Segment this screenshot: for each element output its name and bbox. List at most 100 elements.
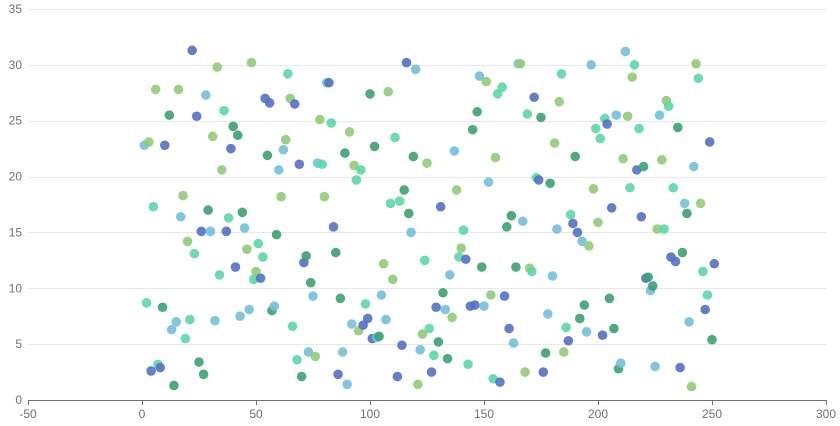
data-point[interactable] (586, 60, 596, 70)
data-point[interactable] (704, 137, 715, 147)
data-point[interactable] (545, 178, 555, 189)
data-point[interactable] (399, 185, 410, 195)
data-point[interactable] (609, 323, 619, 334)
data-point[interactable] (481, 76, 492, 87)
data-point[interactable] (164, 110, 175, 120)
data-point[interactable] (326, 118, 337, 128)
data-point[interactable] (565, 209, 576, 220)
data-point[interactable] (185, 314, 195, 325)
data-point[interactable] (559, 347, 569, 357)
data-point[interactable] (276, 191, 286, 202)
data-point[interactable] (650, 361, 660, 372)
data-point[interactable] (150, 84, 161, 95)
data-point[interactable] (675, 362, 685, 373)
data-point[interactable] (362, 313, 373, 324)
data-point[interactable] (522, 109, 533, 119)
data-point[interactable] (349, 160, 359, 171)
data-point[interactable] (210, 315, 220, 326)
data-point[interactable] (483, 177, 494, 187)
data-point[interactable] (670, 256, 681, 267)
data-point[interactable] (237, 207, 248, 218)
data-point[interactable] (228, 121, 238, 132)
data-point[interactable] (479, 301, 489, 311)
data-point[interactable] (688, 161, 699, 172)
data-point[interactable] (549, 138, 560, 148)
data-point[interactable] (255, 273, 266, 284)
data-point[interactable] (424, 323, 435, 334)
data-point[interactable] (203, 205, 213, 215)
data-point[interactable] (331, 247, 341, 258)
data-point[interactable] (647, 281, 658, 291)
data-point[interactable] (251, 266, 261, 277)
data-point[interactable] (235, 311, 245, 322)
data-point[interactable] (144, 137, 154, 147)
data-point[interactable] (169, 380, 179, 391)
data-point[interactable] (517, 216, 528, 227)
data-point[interactable] (579, 300, 590, 310)
data-point[interactable] (180, 333, 191, 344)
data-point[interactable] (358, 320, 368, 330)
data-point[interactable] (536, 112, 546, 123)
data-point[interactable] (242, 244, 252, 254)
data-point[interactable] (618, 153, 628, 164)
data-point[interactable] (449, 146, 460, 156)
data-point[interactable] (217, 165, 227, 175)
data-point[interactable] (196, 226, 207, 237)
data-point[interactable] (360, 299, 371, 309)
data-point[interactable] (506, 210, 517, 221)
data-point[interactable] (381, 314, 391, 325)
data-point[interactable] (417, 329, 428, 339)
data-point[interactable] (244, 304, 254, 315)
data-point[interactable] (253, 238, 264, 249)
data-point[interactable] (278, 144, 289, 155)
data-point[interactable] (365, 89, 375, 99)
data-point[interactable] (258, 252, 268, 262)
data-point[interactable] (677, 247, 688, 258)
data-point[interactable] (207, 131, 218, 142)
data-point[interactable] (497, 82, 508, 92)
data-point[interactable] (283, 68, 293, 79)
data-point[interactable] (595, 133, 606, 144)
data-point[interactable] (508, 338, 519, 348)
data-point[interactable] (392, 371, 403, 382)
data-point[interactable] (606, 203, 617, 213)
data-point[interactable] (333, 369, 343, 380)
data-point[interactable] (527, 266, 537, 277)
data-point[interactable] (189, 248, 200, 259)
data-point[interactable] (663, 101, 674, 111)
data-point[interactable] (577, 236, 587, 247)
data-point[interactable] (141, 298, 152, 308)
data-point[interactable] (470, 300, 480, 310)
data-point[interactable] (634, 123, 644, 134)
data-point[interactable] (401, 57, 412, 68)
data-point[interactable] (182, 236, 193, 247)
data-point[interactable] (146, 366, 156, 376)
data-point[interactable] (385, 198, 396, 209)
data-point[interactable] (515, 58, 526, 69)
data-point[interactable] (684, 317, 694, 327)
data-point[interactable] (201, 90, 211, 100)
data-point[interactable] (486, 290, 496, 300)
data-point[interactable] (554, 96, 565, 107)
data-point[interactable] (173, 84, 184, 95)
data-point[interactable] (552, 224, 562, 234)
data-point[interactable] (673, 122, 683, 133)
data-point[interactable] (356, 165, 366, 175)
data-point[interactable] (426, 367, 437, 377)
data-point[interactable] (561, 322, 571, 333)
data-point[interactable] (175, 211, 186, 222)
data-point[interactable] (463, 359, 473, 370)
data-point[interactable] (155, 362, 166, 373)
data-point[interactable] (376, 290, 387, 300)
data-point[interactable] (588, 184, 599, 194)
data-point[interactable] (315, 114, 325, 125)
data-point[interactable] (410, 64, 421, 75)
data-point[interactable] (280, 134, 291, 145)
data-point[interactable] (296, 371, 307, 382)
data-point[interactable] (691, 58, 701, 69)
data-point[interactable] (205, 226, 216, 237)
data-point[interactable] (472, 106, 482, 117)
data-point[interactable] (438, 287, 448, 298)
data-point[interactable] (289, 99, 300, 109)
data-point[interactable] (458, 225, 469, 235)
